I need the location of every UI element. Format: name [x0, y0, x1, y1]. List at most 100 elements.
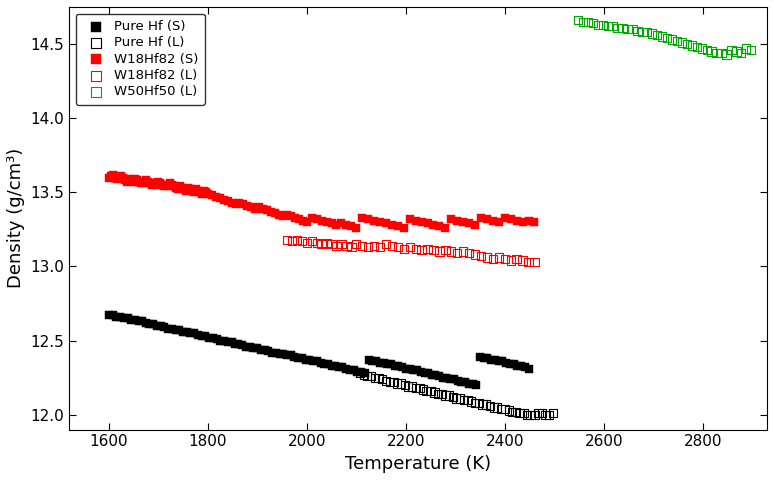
W18Hf82 (L): [481, 254, 493, 262]
W18Hf82 (S): [516, 218, 529, 226]
W18Hf82 (S): [139, 180, 151, 187]
Pure Hf (S): [478, 355, 490, 362]
W18Hf82 (S): [325, 220, 337, 228]
W18Hf82 (L): [385, 242, 398, 250]
W18Hf82 (S): [238, 200, 250, 208]
Pure Hf (S): [389, 362, 401, 370]
W18Hf82 (L): [341, 242, 353, 250]
Pure Hf (L): [399, 381, 411, 389]
Pure Hf (S): [143, 321, 156, 328]
Pure Hf (S): [515, 362, 527, 370]
Pure Hf (S): [385, 360, 397, 368]
Pure Hf (S): [496, 358, 509, 365]
Pure Hf (L): [533, 409, 545, 417]
W18Hf82 (S): [225, 199, 238, 206]
W18Hf82 (S): [368, 216, 380, 224]
Pure Hf (S): [140, 319, 152, 327]
Pure Hf (S): [122, 314, 134, 322]
W18Hf82 (L): [310, 239, 323, 247]
Pure Hf (L): [409, 384, 422, 392]
W18Hf82 (S): [277, 212, 289, 220]
Pure Hf (S): [381, 360, 393, 368]
W18Hf82 (L): [510, 255, 522, 263]
Pure Hf (L): [395, 380, 407, 387]
W18Hf82 (S): [522, 216, 535, 224]
W18Hf82 (L): [516, 257, 529, 264]
W50Hf50 (L): [591, 21, 604, 29]
W50Hf50 (L): [721, 50, 733, 58]
W18Hf82 (S): [142, 178, 155, 186]
W18Hf82 (L): [445, 248, 457, 255]
Pure Hf (L): [447, 393, 459, 401]
W18Hf82 (S): [269, 209, 281, 217]
W18Hf82 (S): [249, 205, 262, 213]
W18Hf82 (S): [345, 223, 358, 230]
Pure Hf (S): [285, 352, 297, 360]
W18Hf82 (S): [182, 184, 194, 192]
Pure Hf (S): [321, 360, 334, 368]
W18Hf82 (S): [289, 214, 301, 221]
Pure Hf (S): [511, 362, 523, 370]
W18Hf82 (S): [221, 197, 234, 205]
Pure Hf (L): [495, 405, 507, 413]
Pure Hf (S): [199, 332, 211, 340]
Pure Hf (S): [136, 318, 149, 325]
Pure Hf (S): [196, 332, 208, 340]
Pure Hf (L): [506, 408, 519, 416]
Pure Hf (L): [420, 387, 433, 395]
Pure Hf (L): [539, 411, 552, 419]
W18Hf82 (S): [154, 180, 166, 187]
Pure Hf (S): [348, 366, 360, 374]
W18Hf82 (L): [421, 245, 433, 252]
Pure Hf (S): [444, 375, 457, 383]
W18Hf82 (S): [245, 204, 258, 211]
Pure Hf (S): [132, 318, 145, 325]
Pure Hf (S): [270, 348, 283, 356]
W18Hf82 (S): [118, 177, 131, 184]
W18Hf82 (S): [505, 215, 517, 223]
Pure Hf (S): [341, 365, 353, 372]
W50Hf50 (L): [572, 16, 584, 24]
W50Hf50 (L): [622, 25, 634, 33]
W18Hf82 (S): [108, 174, 121, 181]
Pure Hf (S): [325, 362, 337, 370]
W18Hf82 (L): [498, 255, 511, 263]
Pure Hf (L): [402, 383, 414, 390]
Pure Hf (L): [502, 407, 515, 414]
W18Hf82 (L): [306, 238, 318, 245]
Pure Hf (S): [362, 356, 375, 364]
W18Hf82 (S): [253, 204, 265, 211]
Pure Hf (L): [372, 374, 385, 382]
Pure Hf (S): [355, 368, 368, 376]
W18Hf82 (S): [196, 190, 208, 198]
Pure Hf (L): [417, 386, 430, 394]
Pure Hf (S): [273, 350, 286, 358]
W18Hf82 (L): [286, 238, 298, 245]
W18Hf82 (S): [257, 205, 269, 213]
Pure Hf (L): [498, 405, 511, 413]
W18Hf82 (L): [416, 246, 428, 254]
W18Hf82 (S): [200, 189, 212, 196]
W18Hf82 (S): [158, 182, 170, 190]
Pure Hf (S): [128, 316, 141, 324]
W18Hf82 (L): [356, 242, 368, 250]
Pure Hf (S): [292, 355, 304, 362]
W18Hf82 (S): [392, 223, 404, 230]
W18Hf82 (L): [469, 251, 481, 258]
W18Hf82 (L): [463, 249, 475, 257]
W18Hf82 (S): [107, 171, 119, 179]
Pure Hf (S): [314, 359, 327, 367]
Pure Hf (L): [461, 396, 474, 404]
Pure Hf (S): [277, 350, 289, 358]
W50Hf50 (L): [680, 40, 693, 48]
Pure Hf (S): [229, 340, 241, 348]
W18Hf82 (S): [103, 174, 115, 181]
W18Hf82 (S): [385, 221, 398, 229]
Y-axis label: Density (g/cm³): Density (g/cm³): [7, 148, 25, 288]
W50Hf50 (L): [715, 49, 728, 57]
Pure Hf (S): [125, 316, 137, 324]
W18Hf82 (L): [320, 239, 333, 247]
W18Hf82 (S): [510, 216, 522, 224]
Pure Hf (S): [255, 346, 268, 353]
Pure Hf (S): [467, 380, 479, 387]
